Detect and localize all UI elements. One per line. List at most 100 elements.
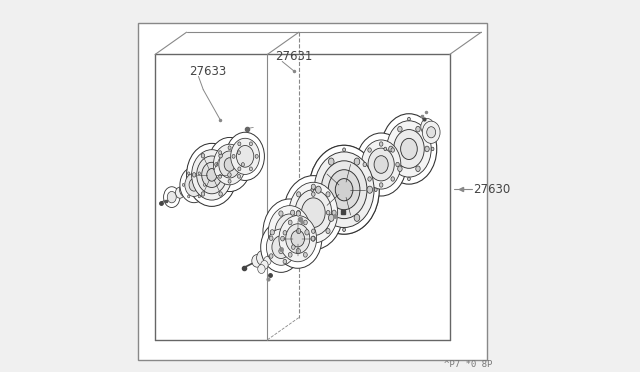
Ellipse shape — [335, 179, 353, 201]
Ellipse shape — [237, 174, 241, 178]
Ellipse shape — [291, 210, 294, 215]
Ellipse shape — [421, 119, 434, 135]
Ellipse shape — [207, 169, 217, 181]
Ellipse shape — [328, 214, 334, 221]
Ellipse shape — [264, 256, 271, 265]
Ellipse shape — [295, 190, 332, 235]
Ellipse shape — [238, 167, 241, 171]
Ellipse shape — [284, 176, 343, 250]
Ellipse shape — [201, 154, 205, 158]
Ellipse shape — [291, 230, 305, 247]
Ellipse shape — [321, 161, 367, 219]
Ellipse shape — [180, 183, 190, 196]
Ellipse shape — [301, 198, 325, 228]
Ellipse shape — [326, 211, 330, 215]
Text: 27631: 27631 — [275, 50, 312, 63]
Ellipse shape — [387, 121, 431, 177]
Ellipse shape — [368, 177, 371, 181]
Ellipse shape — [219, 154, 222, 158]
Ellipse shape — [356, 133, 406, 196]
Ellipse shape — [189, 179, 199, 191]
Ellipse shape — [266, 229, 296, 265]
Ellipse shape — [374, 188, 377, 192]
Ellipse shape — [270, 230, 275, 235]
Ellipse shape — [342, 228, 346, 231]
Ellipse shape — [401, 138, 417, 160]
Ellipse shape — [272, 236, 291, 259]
Ellipse shape — [237, 151, 241, 154]
Ellipse shape — [269, 254, 273, 258]
Ellipse shape — [241, 163, 244, 166]
Ellipse shape — [431, 147, 434, 151]
Ellipse shape — [312, 192, 315, 196]
Ellipse shape — [326, 192, 330, 197]
Ellipse shape — [368, 148, 371, 152]
Ellipse shape — [164, 187, 180, 208]
Ellipse shape — [408, 117, 410, 121]
Ellipse shape — [191, 150, 232, 200]
Ellipse shape — [198, 172, 200, 175]
Text: 27630: 27630 — [473, 183, 510, 196]
Ellipse shape — [422, 121, 440, 143]
Ellipse shape — [408, 177, 410, 181]
Ellipse shape — [188, 195, 190, 198]
Ellipse shape — [255, 154, 259, 158]
Ellipse shape — [368, 148, 394, 181]
Ellipse shape — [296, 211, 300, 216]
Ellipse shape — [263, 199, 316, 266]
Ellipse shape — [303, 220, 307, 225]
Ellipse shape — [230, 138, 260, 174]
Ellipse shape — [288, 253, 292, 257]
Ellipse shape — [367, 186, 372, 193]
Ellipse shape — [416, 166, 420, 171]
Ellipse shape — [214, 144, 246, 185]
Ellipse shape — [283, 231, 287, 235]
Ellipse shape — [416, 126, 420, 132]
Ellipse shape — [427, 127, 436, 138]
Ellipse shape — [314, 152, 374, 228]
Ellipse shape — [226, 132, 264, 180]
Ellipse shape — [303, 253, 307, 257]
Ellipse shape — [167, 192, 176, 203]
Ellipse shape — [198, 195, 200, 198]
Ellipse shape — [316, 186, 321, 193]
Ellipse shape — [279, 248, 283, 254]
Ellipse shape — [274, 209, 322, 268]
Ellipse shape — [202, 162, 222, 187]
Ellipse shape — [258, 264, 265, 273]
Ellipse shape — [312, 229, 315, 234]
Ellipse shape — [201, 192, 205, 196]
Ellipse shape — [391, 148, 394, 152]
Ellipse shape — [232, 154, 235, 158]
Ellipse shape — [311, 236, 316, 241]
Ellipse shape — [193, 173, 196, 177]
Ellipse shape — [260, 260, 268, 269]
Ellipse shape — [354, 158, 360, 165]
Ellipse shape — [296, 228, 301, 234]
Ellipse shape — [175, 187, 184, 198]
Ellipse shape — [196, 156, 227, 194]
Ellipse shape — [311, 184, 316, 189]
Ellipse shape — [238, 142, 241, 146]
Ellipse shape — [396, 162, 399, 167]
Text: 27633: 27633 — [189, 65, 227, 78]
Ellipse shape — [215, 163, 218, 166]
Ellipse shape — [328, 170, 360, 210]
Ellipse shape — [391, 177, 394, 181]
Ellipse shape — [208, 137, 251, 192]
Ellipse shape — [285, 224, 310, 253]
Ellipse shape — [219, 151, 221, 154]
Ellipse shape — [257, 250, 269, 265]
Ellipse shape — [250, 142, 252, 146]
Ellipse shape — [204, 183, 205, 186]
Ellipse shape — [275, 214, 304, 251]
Ellipse shape — [311, 236, 315, 241]
Ellipse shape — [425, 146, 429, 152]
Ellipse shape — [279, 211, 283, 216]
Ellipse shape — [224, 158, 235, 171]
Ellipse shape — [228, 179, 231, 183]
Ellipse shape — [288, 220, 292, 225]
Ellipse shape — [268, 252, 275, 261]
Ellipse shape — [283, 259, 287, 264]
Ellipse shape — [388, 146, 393, 152]
